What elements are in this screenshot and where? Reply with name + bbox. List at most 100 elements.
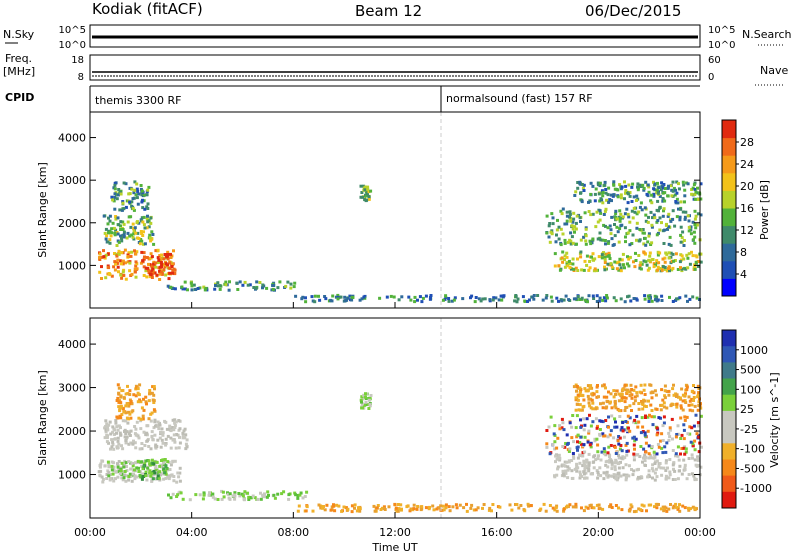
data-cell (643, 294, 647, 298)
data-cell (550, 299, 554, 303)
data-cell (680, 236, 684, 240)
data-cell (655, 452, 659, 456)
data-cell (655, 475, 659, 479)
data-cell (684, 294, 688, 298)
data-cell (673, 224, 677, 228)
data-cell (663, 199, 667, 203)
data-cell (133, 474, 137, 478)
data-cell (128, 434, 132, 437)
data-cell (226, 492, 230, 496)
data-cell (162, 257, 166, 261)
data-cell (579, 182, 583, 186)
data-cell (683, 399, 687, 403)
nsky-tick-top: 10^5 (59, 25, 86, 36)
data-cell (618, 415, 622, 418)
data-cell (576, 295, 580, 298)
data-cell (575, 469, 579, 473)
data-cell (116, 428, 120, 432)
data-cell (154, 265, 158, 269)
data-cell (169, 473, 173, 477)
colorbar-tick-label: 500 (740, 364, 761, 377)
data-cell (124, 261, 127, 265)
data-cell (610, 463, 614, 467)
data-cell (599, 197, 603, 201)
data-cell (605, 405, 609, 409)
data-cell (553, 434, 557, 437)
data-cell (623, 212, 627, 216)
data-cell (602, 471, 606, 475)
data-cell (263, 495, 267, 499)
data-cell (158, 470, 162, 474)
data-cell (109, 473, 112, 476)
data-cell (360, 297, 364, 301)
data-cell (142, 199, 146, 203)
data-cell (116, 416, 120, 420)
data-cell (579, 250, 583, 254)
data-cell (614, 212, 618, 216)
data-cell (692, 424, 696, 428)
data-cell (151, 385, 155, 389)
data-cell (494, 296, 498, 300)
data-cell (635, 394, 639, 398)
data-cell (561, 472, 565, 476)
data-cell (690, 472, 694, 476)
data-cell (699, 406, 703, 410)
data-cell (133, 432, 137, 436)
data-cell (674, 452, 678, 456)
data-cell (580, 268, 584, 272)
data-cell (470, 503, 474, 507)
data-cell (598, 428, 602, 431)
data-cell (627, 257, 631, 261)
data-cell (183, 436, 187, 440)
data-cell (550, 212, 554, 216)
data-cell (683, 506, 687, 510)
data-cell (122, 410, 126, 414)
data-cell (655, 459, 659, 463)
data-cell (335, 503, 339, 507)
data-cell (675, 191, 679, 195)
data-cell (625, 441, 629, 445)
data-cell (618, 257, 622, 261)
data-cell (623, 383, 627, 387)
data-cell (117, 240, 121, 244)
data-cell (142, 242, 145, 246)
data-cell (105, 433, 109, 437)
data-cell (115, 254, 119, 258)
data-cell (289, 286, 293, 290)
data-cell (583, 298, 587, 302)
data-cell (154, 424, 157, 428)
data-cell (394, 506, 398, 510)
data-cell (652, 415, 656, 419)
data-cell (591, 212, 595, 216)
data-cell (553, 475, 557, 479)
data-cell (361, 406, 364, 410)
power-data-layer (98, 180, 703, 304)
data-cell (305, 490, 309, 494)
data-cell (608, 224, 612, 228)
data-cell (127, 251, 131, 255)
data-cell (612, 183, 616, 187)
data-cell (644, 455, 648, 459)
data-cell (146, 466, 150, 470)
data-cell (695, 255, 699, 259)
data-cell (488, 298, 492, 302)
data-cell (612, 296, 616, 300)
data-cell (129, 429, 133, 433)
data-cell (580, 200, 584, 204)
data-cell (153, 471, 157, 475)
data-cell (639, 445, 643, 448)
data-cell (595, 294, 599, 298)
data-cell (582, 461, 586, 465)
data-cell (616, 439, 620, 443)
data-cell (513, 299, 517, 303)
data-cell (555, 446, 559, 450)
data-cell (561, 421, 565, 425)
data-cell (580, 454, 584, 458)
data-cell (632, 402, 636, 406)
data-cell (699, 465, 703, 469)
data-cell (116, 446, 120, 450)
data-cell (665, 390, 669, 393)
data-cell (689, 228, 693, 232)
data-cell (162, 477, 166, 481)
